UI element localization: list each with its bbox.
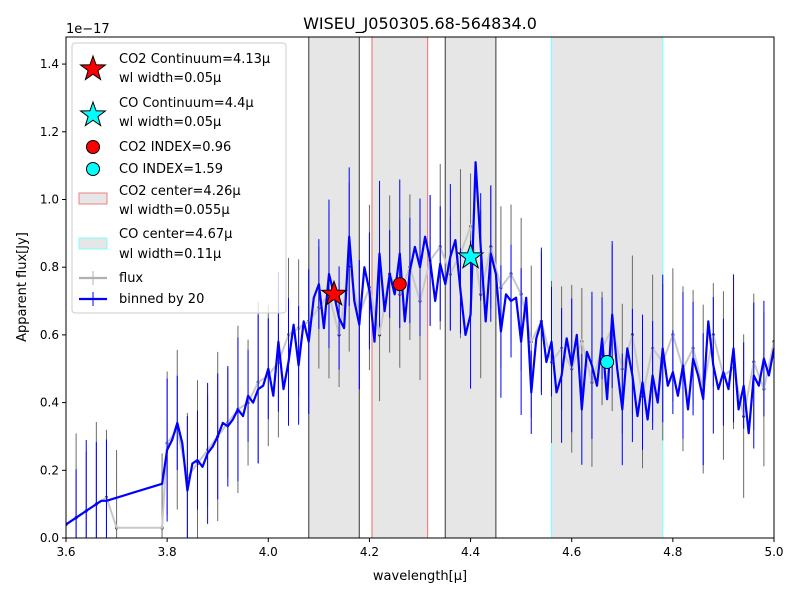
y-tick-label: 1.0 xyxy=(40,192,59,206)
x-tick-label: 3.6 xyxy=(56,545,75,559)
legend-circle-marker xyxy=(86,140,100,154)
x-axis-label: wavelength[μ] xyxy=(373,569,467,584)
x-axis-ticks: 3.6 3.8 4.0 4.2 4.4 4.6 4.8 5.0 xyxy=(56,538,784,559)
legend-frame xyxy=(71,42,287,314)
legend-band-swatch xyxy=(78,192,108,205)
x-tick-label: 4.0 xyxy=(259,545,278,559)
y-tick-label: 1.4 xyxy=(40,57,59,71)
y-axis-ticks: 0.0 0.2 0.4 0.6 0.8 1.0 1.2 1.4 xyxy=(40,57,66,545)
chart-title: WISEU_J050305.68-564834.0 xyxy=(303,14,537,34)
y-tick-label: 0.2 xyxy=(40,463,59,477)
x-tick-label: 4.8 xyxy=(663,545,682,559)
legend-label: CO2 INDEX=0.96 xyxy=(119,140,231,155)
legend-label: CO Continuum=4.4μ xyxy=(119,96,254,111)
legend: CO2 Continuum=4.13μ wl width=0.05μ CO Cont… xyxy=(71,42,287,314)
y-tick-label: 0.8 xyxy=(40,260,59,274)
legend-label: binned by 20 xyxy=(119,292,204,307)
legend-band-swatch xyxy=(78,237,108,250)
legend-label: flux xyxy=(119,271,143,286)
legend-label-secondary: wl width=0.05μ xyxy=(119,71,221,86)
x-tick-label: 4.4 xyxy=(461,545,480,559)
y-axis-label: Apparent flux[Jy] xyxy=(15,232,30,342)
binned-line xyxy=(66,161,774,526)
x-tick-label: 5.0 xyxy=(764,545,783,559)
y-tick-label: 0.6 xyxy=(40,328,59,342)
index-markers xyxy=(320,242,615,369)
legend-label: CO INDEX=1.59 xyxy=(119,162,223,177)
legend-star-marker xyxy=(79,100,107,127)
legend-label: CO2 Continuum=4.13μ xyxy=(119,52,270,67)
continuum-star-marker xyxy=(320,279,348,307)
band-fill xyxy=(551,37,663,538)
legend-label-secondary: wl width=0.05μ xyxy=(119,115,221,130)
continuum-star-marker xyxy=(456,242,485,269)
plot-frame xyxy=(65,36,775,539)
legend-star-marker xyxy=(79,54,107,81)
legend-label-secondary: wl width=0.11μ xyxy=(119,247,221,262)
index-circle-marker xyxy=(600,354,615,369)
index-circle-marker xyxy=(392,277,407,292)
y-tick-label: 0.0 xyxy=(40,531,59,545)
x-tick-label: 3.8 xyxy=(158,545,177,559)
legend-label: CO2 center=4.26μ xyxy=(119,184,241,199)
highlight-bands xyxy=(308,37,664,538)
y-tick-label: 0.4 xyxy=(40,396,59,410)
x-tick-label: 4.2 xyxy=(360,545,379,559)
y-tick-label: 1.2 xyxy=(40,125,59,139)
legend-label-secondary: wl width=0.055μ xyxy=(119,203,230,218)
legend-label: CO center=4.67μ xyxy=(119,227,232,242)
legend-circle-marker xyxy=(86,162,100,176)
y-offset-text: 1e−17 xyxy=(66,22,110,37)
x-tick-label: 4.6 xyxy=(562,545,581,559)
